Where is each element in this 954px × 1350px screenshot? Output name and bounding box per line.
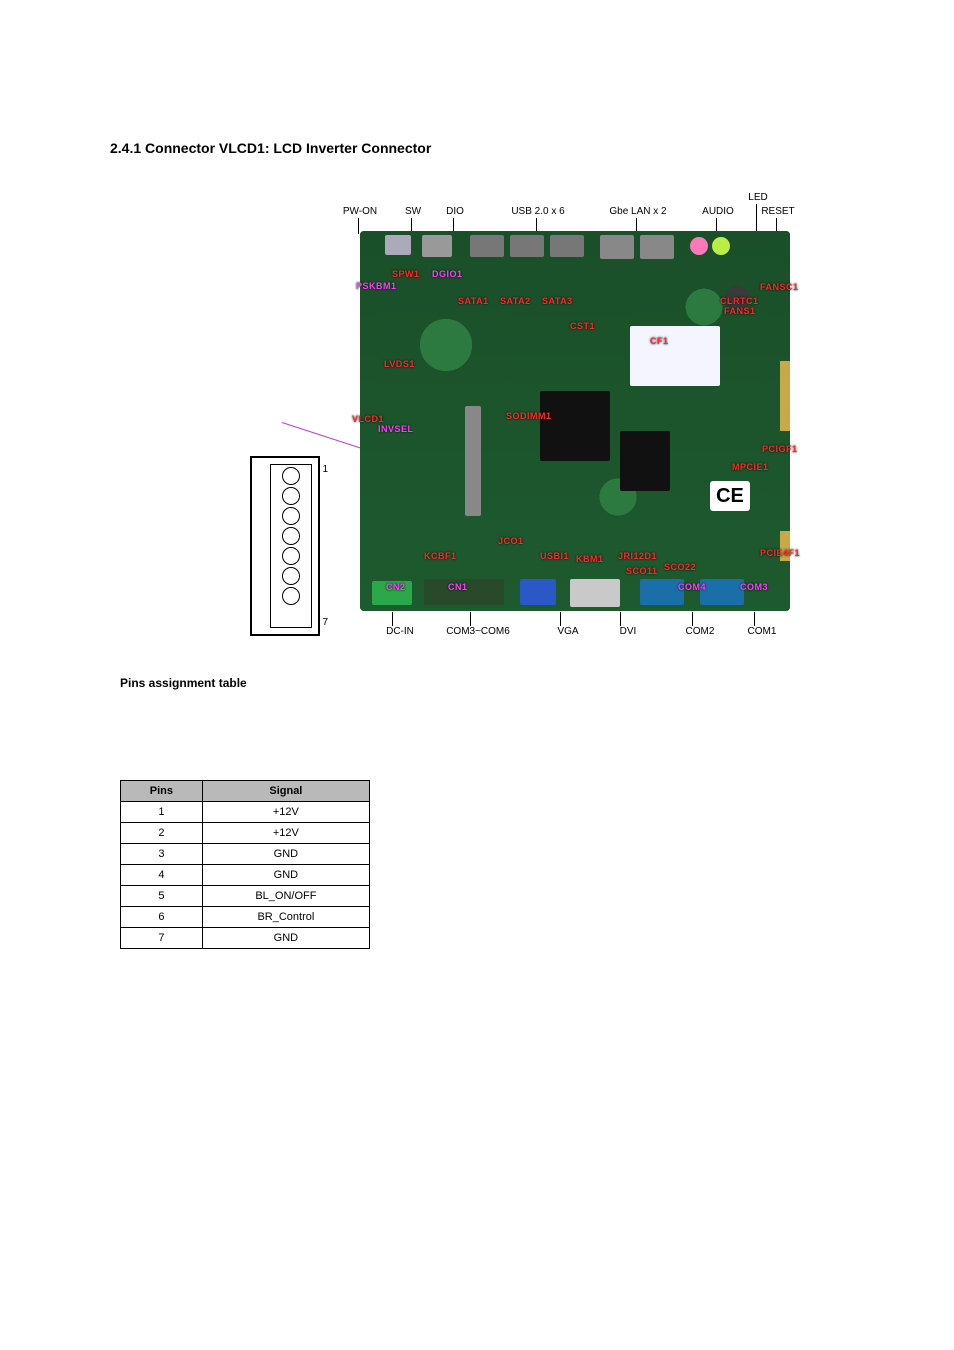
board-label: VLCD1 [352,414,384,424]
cell: BR_Control [202,907,369,928]
pin-num-7: 7 [322,617,328,628]
board-label: SATA3 [542,296,573,306]
board-label: PCIE4F1 [760,548,800,558]
board-label: FANSC1 [760,282,799,292]
ext-tick [560,612,561,626]
board-label: CN2 [386,582,406,592]
ext-label-bottom: COM3~COM6 [438,626,518,637]
table-row: 2+12V [121,823,370,844]
ext-label-bottom: DC-IN [360,626,440,637]
ext-tick [392,612,393,626]
board-label: COM3 [740,582,768,592]
table-row: 6BR_Control [121,907,370,928]
board-label: JRI12D1 [618,551,657,561]
table-row: 4GND [121,865,370,886]
board-label: CST1 [570,321,595,331]
ext-label-top: Gbe LAN x 2 [608,206,668,217]
ext-label-top: USB 2.0 x 6 [508,206,568,217]
ext-tick [620,612,621,626]
board-label: SCO11 [626,566,658,576]
cell: GND [202,844,369,865]
col-header: Pins [121,781,203,802]
board-label: DGIO1 [432,269,463,279]
col-header: Signal [202,781,369,802]
pin-num-1: 1 [322,464,328,475]
ext-tick [470,612,471,626]
board-label: LVDS1 [384,359,415,369]
board-label: SPW1 [392,269,420,279]
table-row: 3GND [121,844,370,865]
pinout-diagram: 1 7 [250,456,320,636]
board-label: FANS1 [724,306,756,316]
pin-assignment-table: Pins Signal 1+12V2+12V3GND4GND5BL_ON/OFF… [120,780,370,949]
board-label: SODIMM1 [506,411,552,421]
ext-label-top: PW-ON [330,206,390,217]
cell: +12V [202,823,369,844]
ce-mark: CE [710,481,750,511]
callout-line [282,422,373,452]
board-label: CF1 [650,336,669,346]
cell: 6 [121,907,203,928]
cell: 5 [121,886,203,907]
board-figure: 1 7 PW-ONSWDIOUSB 2.0 x 6Gbe LAN x 2AUDI… [230,176,790,636]
ext-label-bottom: COM1 [722,626,802,637]
table-row: 1+12V [121,802,370,823]
board-label: SATA2 [500,296,531,306]
cell: 7 [121,928,203,949]
cell: GND [202,928,369,949]
ext-tick [358,218,359,234]
ext-tick [754,612,755,626]
cell: BL_ON/OFF [202,886,369,907]
ext-tick [692,612,693,626]
board-label: SCO22 [664,562,696,572]
board-label: MPCIE1 [732,462,769,472]
board-label: SATA1 [458,296,489,306]
board-label: CLRTC1 [720,296,759,306]
board-label: KCBF1 [424,551,457,561]
board-label: KBM1 [576,554,604,564]
cell: GND [202,865,369,886]
cell: 1 [121,802,203,823]
board-label: CN1 [448,582,468,592]
board-label: PCIGF1 [762,444,798,454]
cell: 2 [121,823,203,844]
table-title: Pins assignment table [120,676,844,690]
board-label: PSKBM1 [356,281,397,291]
cell: +12V [202,802,369,823]
ext-label-top: LED [728,192,788,203]
table-row: 7GND [121,928,370,949]
cell: 4 [121,865,203,886]
cell: 3 [121,844,203,865]
board-label: INVSEL [378,424,414,434]
board-label: USBI1 [540,551,569,561]
ext-label-top: AUDIO [688,206,748,217]
ext-label-bottom: DVI [588,626,668,637]
ext-label-top: RESET [748,206,808,217]
section-heading: 2.4.1 Connector VLCD1: LCD Inverter Conn… [110,140,844,156]
ext-label-top: DIO [425,206,485,217]
table-row: 5BL_ON/OFF [121,886,370,907]
board-label: JCO1 [498,536,524,546]
board-label: COM4 [678,582,706,592]
